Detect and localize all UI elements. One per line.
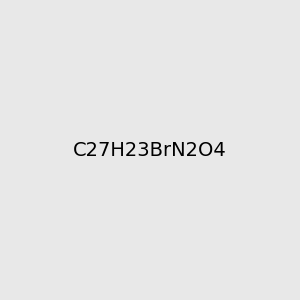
Text: C27H23BrN2O4: C27H23BrN2O4 [73,140,227,160]
